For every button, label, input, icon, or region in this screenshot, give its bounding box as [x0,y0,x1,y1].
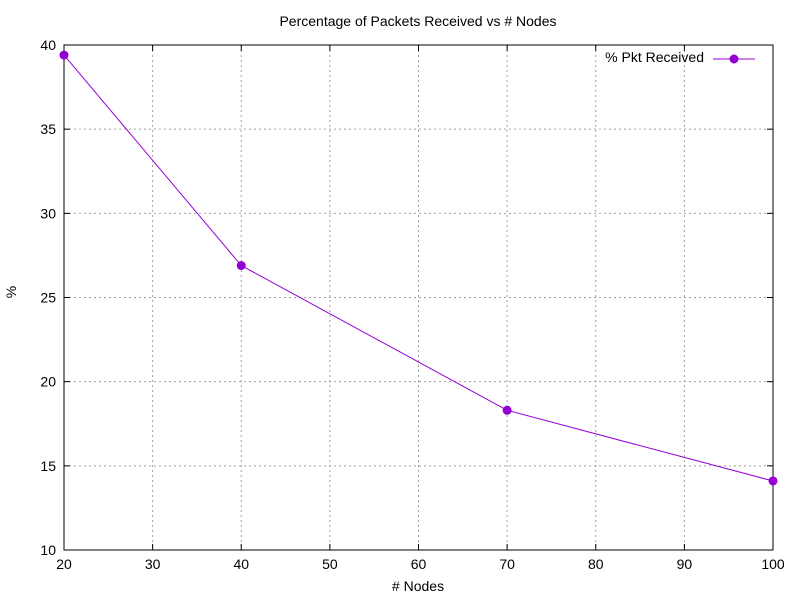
y-tick-label: 10 [40,542,56,558]
y-tick-labels: 10 15 20 25 30 35 40 [40,37,56,558]
y-tick-label: 30 [40,205,56,221]
y-tick-label: 20 [40,374,56,390]
series-line [63,54,774,482]
x-tick-label: 30 [145,556,161,572]
y-axis-title: % [3,286,19,298]
legend-label: % Pkt Received [605,49,704,65]
y-tick-label: 25 [40,290,56,306]
legend-marker-swatch [729,54,739,64]
x-tick-label: 90 [677,556,693,572]
y-tick-label: 15 [40,458,56,474]
x-tick-label: 60 [411,556,427,572]
x-tick-label: 80 [588,556,604,572]
data-point [59,50,69,60]
x-tick-label: 100 [761,556,785,572]
y-tick-label: 35 [40,121,56,137]
chart-title: Percentage of Packets Received vs # Node… [279,13,556,29]
data-point [502,405,512,415]
x-tick-label: 50 [322,556,338,572]
grid [64,45,773,550]
tick-marks [63,44,774,551]
data-point [236,261,246,271]
x-axis-title: # Nodes [392,578,444,594]
legend: % Pkt Received [605,49,755,65]
series-group [59,50,778,486]
data-point [768,476,778,486]
x-tick-label: 70 [499,556,515,572]
y-tick-label: 40 [40,37,56,53]
x-tick-label: 20 [56,556,72,572]
x-tick-labels: 20 30 40 50 60 70 80 90 100 [56,556,785,572]
x-tick-label: 40 [233,556,249,572]
